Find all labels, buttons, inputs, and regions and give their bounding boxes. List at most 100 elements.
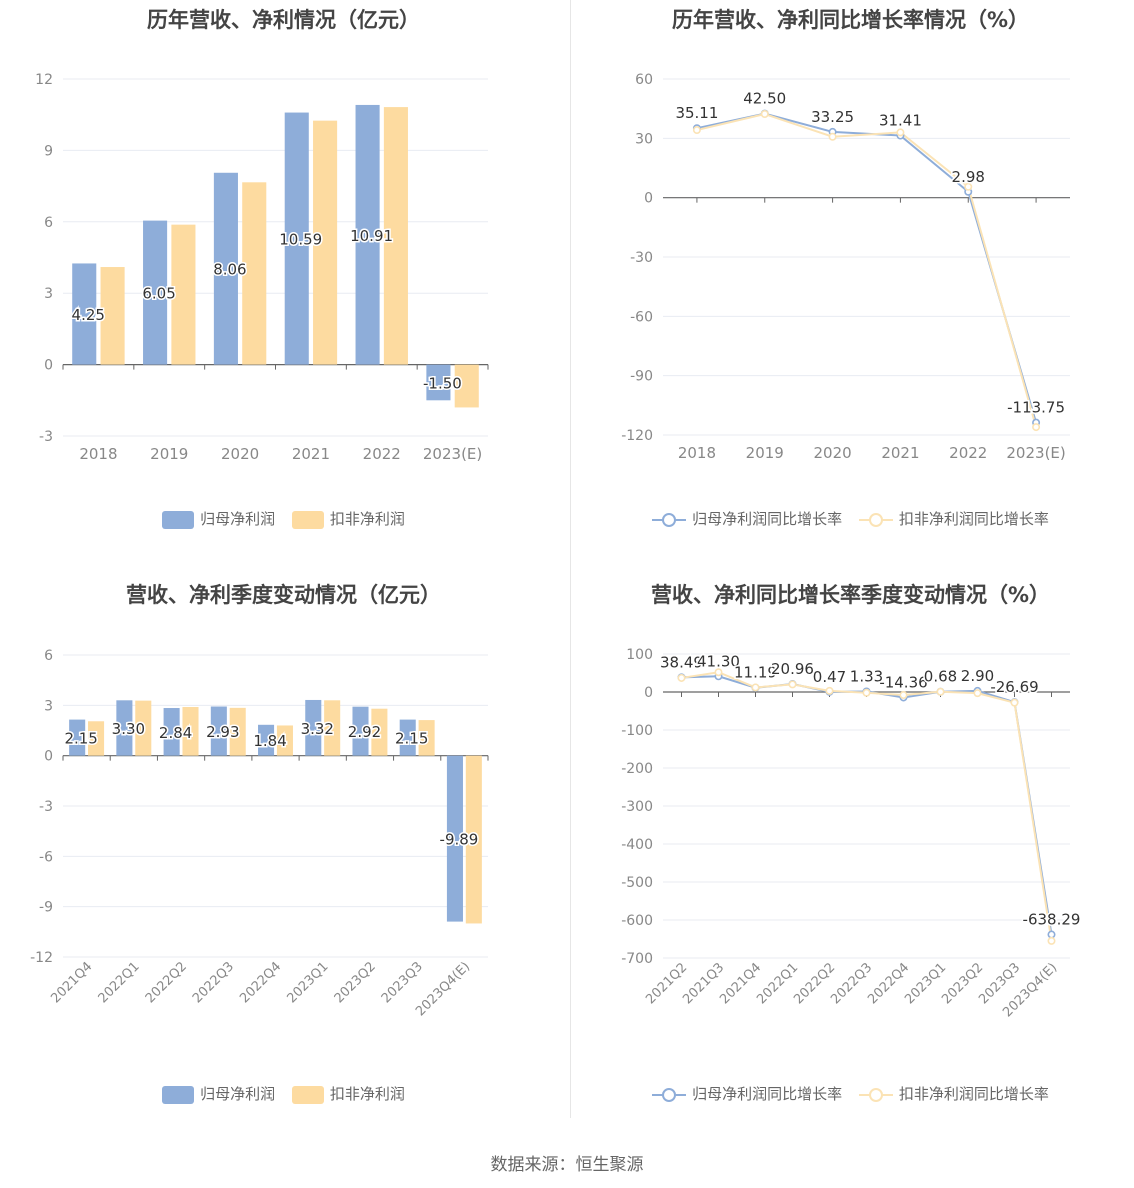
x-tick-label: 2023(E)	[1006, 444, 1065, 462]
bar-net-profit	[305, 699, 322, 756]
data-label: 6.05	[142, 285, 175, 303]
legend-item-net-profit-growth[interactable]: 归母净利润同比增长率	[652, 1083, 842, 1104]
bar-net-profit	[143, 220, 168, 365]
legend-label: 扣非净利润	[329, 1085, 405, 1103]
y-tick-label: -120	[621, 428, 653, 444]
y-tick-label: -12	[30, 950, 53, 966]
x-tick-label: 2022Q4	[237, 959, 284, 1006]
legend-item-net-profit-growth[interactable]: 归母净利润同比增长率	[652, 508, 842, 529]
chart-title: 营收、净利同比增长率季度变动情况（%）	[650, 583, 1051, 607]
data-label: 3.32	[301, 720, 334, 738]
data-label: 2.93	[206, 723, 239, 741]
line-deducted-profit-growth	[696, 112, 1038, 428]
data-label: 4.25	[72, 306, 105, 324]
bar-deducted-profit	[242, 182, 267, 365]
point-deducted-profit-growth	[936, 687, 945, 696]
legend-line-icon	[652, 511, 687, 529]
y-tick-label: 0	[44, 358, 53, 374]
panel-divider	[570, 0, 571, 1118]
legend-item-net-profit[interactable]: 归母净利润	[162, 1083, 275, 1104]
y-tick-label: -30	[630, 250, 653, 266]
bar-net-profit	[72, 263, 97, 365]
bar-net-profit	[355, 104, 380, 365]
point-deducted-profit-growth	[973, 689, 982, 698]
x-tick-label: 2019	[746, 444, 784, 462]
annual-growth-chart: 60 30 0 -30 -60 -90 -120 2018 2019 2020 2021 2022 20…	[621, 72, 1070, 462]
line-net-profit-growth	[681, 675, 1053, 935]
data-label: -14.36	[879, 673, 927, 691]
data-label: 1.33	[850, 667, 883, 685]
point-deducted-profit-growth	[1010, 698, 1019, 707]
point-deducted-profit-growth	[692, 126, 701, 135]
x-tick-label: 2023Q2	[332, 959, 379, 1006]
y-tick-label: -9	[39, 900, 53, 916]
legend-swatch	[162, 1085, 195, 1104]
y-tick-label: -500	[621, 875, 653, 891]
x-tick-label: 2022Q3	[190, 959, 237, 1006]
point-deducted-profit-growth	[1047, 936, 1056, 945]
x-tick-label: 2021	[292, 445, 330, 463]
bar-net-profit	[426, 364, 451, 401]
data-label: 3.30	[112, 720, 145, 738]
y-tick-label: 0	[44, 749, 53, 765]
legend-item-net-profit[interactable]: 归母净利润	[162, 508, 275, 529]
chart-title: 历年营收、净利情况（亿元）	[147, 8, 420, 32]
legend: 归母净利润同比增长率 扣非净利润同比增长率	[567, 1083, 1134, 1104]
bar-deducted-profit	[229, 707, 246, 756]
bar-deducted-profit	[454, 364, 479, 408]
legend-label: 归母净利润	[200, 510, 276, 528]
point-deducted-profit-growth	[828, 132, 837, 141]
x-tick-label: 2022Q1	[96, 959, 143, 1006]
legend-swatch	[291, 1085, 324, 1104]
y-tick-label: -60	[630, 309, 653, 325]
legend: 归母净利润 扣非净利润	[0, 1083, 567, 1104]
bar-deducted-profit	[324, 700, 341, 756]
y-tick-label: -3	[39, 799, 53, 815]
line-net-profit-growth	[696, 112, 1038, 423]
legend-item-deducted-profit[interactable]: 扣非净利润	[291, 508, 405, 529]
y-tick-label: 0	[644, 191, 653, 207]
data-label: -9.89	[440, 831, 479, 849]
legend: 归母净利润 扣非净利润	[0, 508, 567, 529]
y-tick-label: 9	[44, 143, 53, 159]
y-tick-label: 60	[635, 72, 653, 88]
bar-net-profit	[213, 172, 238, 365]
x-tick-label: 2022Q2	[143, 959, 190, 1006]
data-source-note: 数据来源：恒生聚源	[490, 1155, 644, 1175]
legend-label: 归母净利润同比增长率	[692, 510, 843, 528]
data-label: 2.84	[159, 724, 192, 742]
data-label: 2.15	[64, 730, 97, 748]
data-label: -1.50	[423, 374, 462, 392]
bar-net-profit	[69, 719, 86, 756]
point-deducted-profit-growth	[788, 680, 797, 689]
x-tick-label: 2018	[678, 444, 716, 462]
data-label: 33.25	[811, 108, 854, 126]
y-tick-label: 6	[44, 648, 53, 664]
data-label: 2.90	[961, 667, 994, 685]
legend-item-deducted-profit-growth[interactable]: 扣非净利润同比增长率	[858, 508, 1049, 529]
x-tick-label: 2023Q1	[284, 959, 331, 1006]
y-tick-label: 12	[35, 72, 53, 88]
y-tick-label: 3	[44, 698, 53, 714]
legend-label: 归母净利润	[200, 1085, 276, 1103]
point-deducted-profit-growth	[1032, 423, 1041, 432]
legend-item-deducted-profit[interactable]: 扣非净利润	[291, 1083, 405, 1104]
x-tick-label: 2019	[150, 445, 188, 463]
data-label: 10.59	[279, 231, 322, 249]
bar-deducted-profit	[418, 720, 435, 756]
y-tick-label: -90	[630, 369, 653, 385]
chart-title: 营收、净利季度变动情况（亿元）	[126, 583, 441, 607]
legend-item-deducted-profit-growth[interactable]: 扣非净利润同比增长率	[858, 1083, 1049, 1104]
y-tick-label: 3	[44, 286, 53, 302]
annual-profit-chart: 12 9 6 3 0 -3 2018 2019 2020 2021 2022 2023(E) 4.25 6…	[35, 72, 489, 463]
bar-net-profit	[210, 706, 227, 756]
y-tick-label: -400	[621, 837, 653, 853]
bar-net-profit	[399, 719, 416, 756]
legend-line-icon	[858, 511, 893, 529]
data-label: -26.69	[990, 678, 1038, 696]
data-label: 11.19	[734, 664, 777, 682]
quarterly-profit-panel: 营收、净利季度变动情况（亿元） 6 3 0 -3 -6 -9 -12 2021Q4 2022Q1…	[0, 575, 567, 1145]
point-deducted-profit-growth	[896, 128, 905, 137]
x-tick-label: 2022	[363, 445, 401, 463]
y-tick-label: -700	[621, 951, 653, 967]
